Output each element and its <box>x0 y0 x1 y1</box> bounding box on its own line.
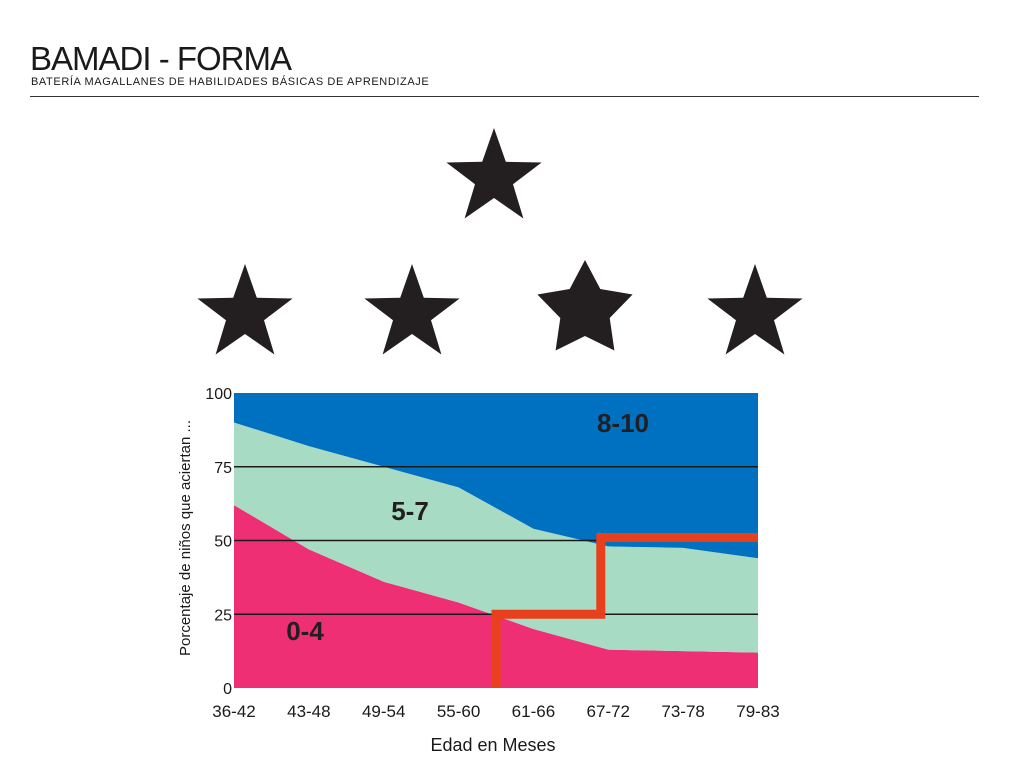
x-tick-label: 61-66 <box>512 702 555 721</box>
series-label-0-4: 0-4 <box>286 616 324 646</box>
x-tick-label: 36-42 <box>212 702 255 721</box>
star-icon <box>537 260 633 351</box>
area-8-10 <box>234 393 758 559</box>
y-tick-label: 50 <box>214 534 232 551</box>
star-icon <box>446 128 542 219</box>
x-tick-label: 49-54 <box>362 702 405 721</box>
header-divider <box>30 96 979 97</box>
stimulus-stars <box>197 128 803 355</box>
x-tick-label: 43-48 <box>287 702 330 721</box>
star-icon <box>364 264 460 355</box>
star-icon <box>707 264 803 355</box>
reference-step-line <box>491 533 758 688</box>
x-tick-label: 73-78 <box>661 702 704 721</box>
page-subtitle: BATERÍA MAGALLANES DE HABILIDADES BÁSICA… <box>31 76 430 88</box>
y-tick-label: 75 <box>214 460 232 477</box>
y-tick-label: 100 <box>205 386 232 403</box>
x-tick-label: 79-83 <box>736 702 779 721</box>
series-label-8-10: 8-10 <box>597 408 649 438</box>
x-axis-label: Edad en Meses <box>430 735 555 755</box>
x-tick-label: 67-72 <box>587 702 630 721</box>
y-tick-label: 0 <box>223 681 232 698</box>
x-tick-label: 55-60 <box>437 702 480 721</box>
area-5-7 <box>234 422 758 653</box>
star-icon <box>197 264 293 355</box>
series-label-5-7: 5-7 <box>391 496 429 526</box>
y-tick-label: 25 <box>214 607 232 624</box>
area-0-4 <box>234 505 758 688</box>
page-title: BAMADI - FORMA <box>30 40 292 77</box>
y-axis-label: Porcentaje de niños que aciertan ... <box>177 420 194 656</box>
